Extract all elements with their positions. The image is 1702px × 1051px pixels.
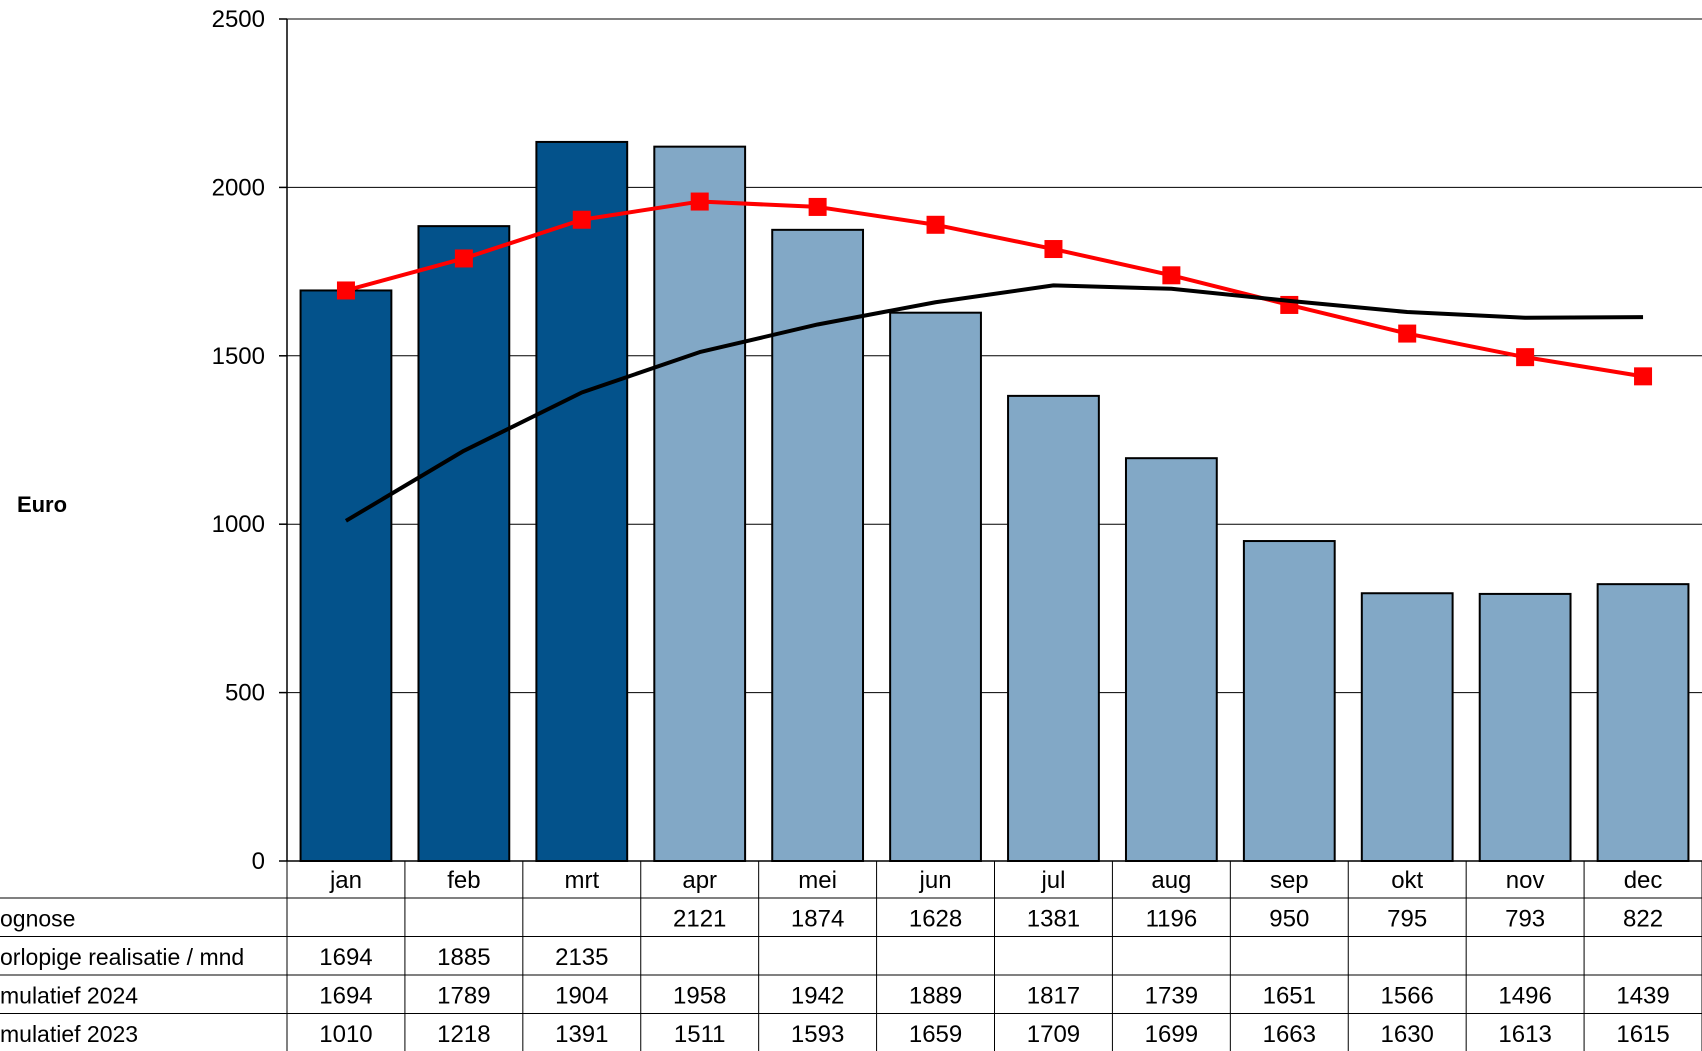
table-cell-value: 1694 (319, 983, 372, 1010)
table-cell-value: 1628 (909, 906, 962, 933)
table-cell-value: 1694 (319, 944, 372, 971)
y-tick-label: 2000 (212, 174, 265, 201)
bar-sep (1242, 540, 1336, 862)
bar-jan (299, 289, 393, 862)
data-table: jan feb mrt apr mei jun jul aug sep okt nov dec ogno… (0, 861, 1702, 1051)
series-line-mulatief-2023 (344, 283, 1644, 523)
table-cell-value: 1613 (1498, 1021, 1551, 1048)
axes: 0 500 1000 1500 2000 2500 (212, 6, 1702, 875)
bar-mei (771, 228, 865, 863)
category-label: jul (1040, 867, 1065, 894)
category-label: aug (1151, 867, 1191, 894)
table-cell-value: 795 (1387, 906, 1427, 933)
table-row-label: orlopige realisatie / mnd (0, 944, 244, 970)
table-cell-value: 2135 (555, 944, 608, 971)
category-label: feb (447, 867, 480, 894)
category-label: jun (919, 867, 952, 894)
table-cell-value: 1739 (1145, 983, 1198, 1010)
y-tick-label: 1500 (212, 343, 265, 370)
table-cell-value: 1630 (1381, 1021, 1434, 1048)
table-row-label: mulatief 2024 (0, 983, 138, 1009)
category-label: mei (798, 867, 837, 894)
bar-feb (417, 225, 511, 862)
table-cell-value: 793 (1505, 906, 1545, 933)
table-cell-value: 822 (1623, 906, 1663, 933)
table-row-label: ognose (0, 906, 75, 932)
table-cell-value: 1615 (1616, 1021, 1669, 1048)
bar-apr (653, 145, 747, 862)
table-cell-value: 1381 (1027, 906, 1080, 933)
point-marker (690, 192, 709, 211)
category-label: apr (682, 867, 717, 894)
point-marker (1044, 240, 1063, 259)
category-label: jan (329, 867, 362, 894)
table-cell-value: 1958 (673, 983, 726, 1010)
table-cell-value: 1817 (1027, 983, 1080, 1010)
category-label: nov (1506, 867, 1545, 894)
y-tick-label: 1000 (212, 511, 265, 538)
bar-okt (1360, 592, 1454, 863)
table-cell-value: 950 (1269, 906, 1309, 933)
point-marker (336, 281, 355, 300)
bar-jun (889, 311, 982, 863)
point-marker (808, 197, 827, 216)
table-row-label: mulatief 2023 (0, 1021, 138, 1047)
point-marker (926, 215, 945, 234)
category-label: mrt (564, 867, 599, 894)
table-cell-value: 1439 (1616, 983, 1669, 1010)
table-cell-value: 1593 (791, 1021, 844, 1048)
table-cell-value: 1391 (555, 1021, 608, 1048)
point-marker (1634, 367, 1653, 386)
table-cell-value: 1874 (791, 906, 844, 933)
table-cell-value: 1789 (437, 983, 490, 1010)
point-marker (1516, 348, 1535, 367)
y-tick-label: 2500 (212, 6, 265, 33)
bar-aug (1124, 457, 1218, 862)
y-tick-label: 0 (252, 848, 265, 875)
table-cell-value: 1218 (437, 1021, 490, 1048)
table-cell-value: 1885 (437, 944, 490, 971)
table-cell-value: 1904 (555, 983, 608, 1010)
table-cell-value: 1010 (319, 1021, 372, 1048)
table-cell-value: 1566 (1381, 983, 1434, 1010)
table-cell-value: 1496 (1498, 983, 1551, 1010)
table-cell-value: 1196 (1146, 906, 1198, 933)
bar-dec (1596, 583, 1690, 862)
bar-mrt (535, 140, 629, 862)
category-label: sep (1270, 867, 1309, 894)
lines (336, 192, 1653, 523)
y-tick-label: 500 (225, 680, 265, 707)
point-marker (572, 210, 591, 229)
table-cell-value: 1889 (909, 983, 962, 1010)
point-marker (1162, 266, 1181, 285)
point-marker (454, 249, 473, 268)
table-cell-value: 1709 (1027, 1021, 1080, 1048)
table-cell-value: 1942 (791, 983, 844, 1010)
table-cell-value: 1699 (1145, 1021, 1198, 1048)
bar-nov (1478, 592, 1572, 862)
bar-jul (1007, 394, 1100, 862)
category-label: dec (1624, 867, 1663, 894)
bars (299, 140, 1690, 863)
table-cell-value: 1651 (1263, 983, 1316, 1010)
table-cell-value: 1659 (909, 1021, 962, 1048)
category-label: okt (1391, 867, 1423, 894)
table-cell-value: 1663 (1263, 1021, 1316, 1048)
table-cell-value: 1511 (674, 1021, 726, 1048)
point-marker (1398, 324, 1417, 343)
table-cell-value: 2121 (673, 906, 726, 933)
series-line-mulatief-2024 (345, 199, 1644, 379)
y-axis-title: Euro (17, 492, 67, 517)
